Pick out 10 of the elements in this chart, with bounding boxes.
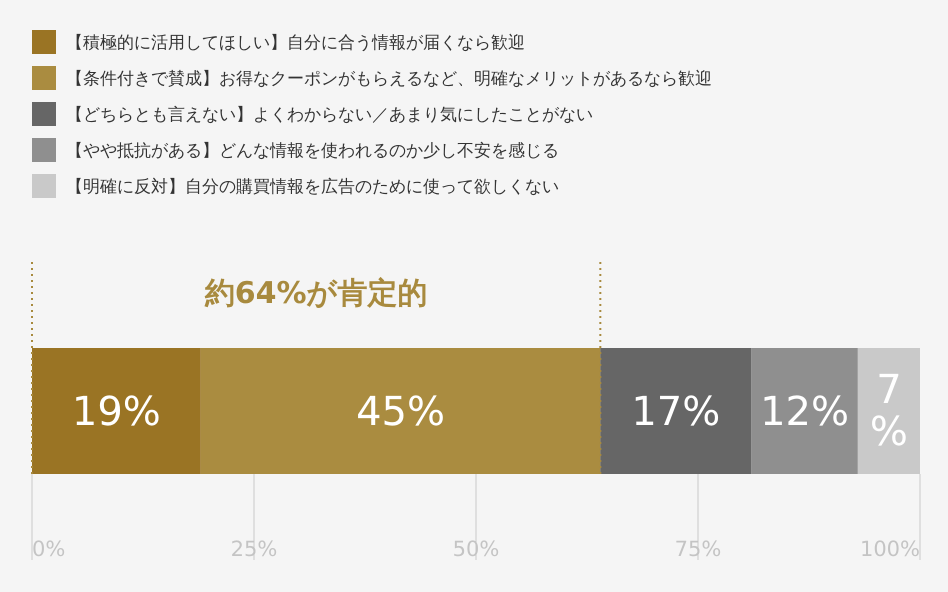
- legend-label: 【積極的に活用してほしい】自分に合う情報が届くなら歓迎: [66, 33, 525, 53]
- annotation: 約64%が肯定的: [204, 276, 428, 311]
- data-label: 12%: [760, 389, 850, 435]
- legend-label: 【やや抵抗がある】どんな情報を使われるのか少し不安を感じる: [66, 141, 559, 161]
- data-label: 17%: [631, 389, 720, 435]
- legend-label: 【条件付きで賛成】お得なクーポンがもらえるなど、明確なメリットがあるなら歓迎: [66, 69, 712, 89]
- legend-label: 【明確に反対】自分の購買情報を広告のために使って欲しくない: [66, 177, 559, 197]
- legend-label: 【どちらとも言えない】よくわからない／あまり気にしたことがない: [66, 105, 593, 125]
- data-label: 19%: [72, 389, 161, 435]
- data-label: 45%: [356, 389, 445, 435]
